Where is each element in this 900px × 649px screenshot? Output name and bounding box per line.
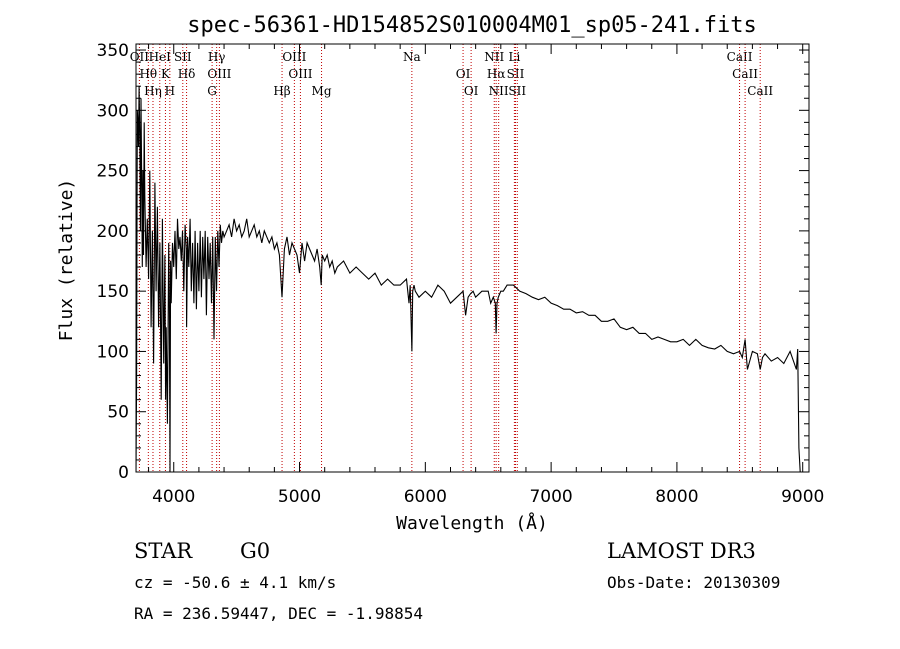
y-tick-label: 350 (97, 41, 129, 61)
x-axis: 4000 5000 6000 7000 8000 9000 (148, 44, 824, 507)
y-axis-label: Flux (relative) (56, 179, 77, 342)
survey-name: LAMOST DR3 (607, 539, 756, 563)
y-axis: 0 50 100 150 200 250 300 350 (97, 41, 809, 483)
y-tick-label: 200 (97, 222, 129, 242)
x-tick-label: 4000 (152, 487, 195, 507)
marker-label: OIII (207, 67, 231, 81)
x-tick-label: 7000 (529, 487, 572, 507)
marker-label: NII (489, 84, 509, 98)
marker-label: Hα (487, 67, 506, 81)
spectrum-line (136, 86, 804, 472)
y-tick-label: 250 (97, 162, 129, 182)
marker-label: OIII (288, 67, 312, 81)
coordinates: RA = 236.59447, DEC = -1.98854 (134, 604, 423, 623)
y-tick-label: 0 (118, 463, 129, 483)
marker-label: K (161, 67, 171, 81)
marker-label: Na (403, 50, 421, 64)
object-class: STAR (134, 539, 193, 563)
marker-label: SII (507, 67, 525, 81)
x-tick-label: 9000 (781, 487, 824, 507)
marker-label: Li (508, 50, 520, 64)
obs-date: Obs-Date: 20130309 (607, 573, 780, 592)
marker-label: SII (174, 50, 192, 64)
spectrum-series (136, 86, 804, 472)
marker-label: Hβ (273, 84, 290, 98)
marker-label: NII (484, 50, 504, 64)
y-tick-label: 100 (97, 342, 129, 362)
marker-label: Hδ (178, 67, 196, 81)
x-tick-label: 6000 (404, 487, 447, 507)
marker-label: HeI (149, 50, 172, 64)
object-subclass: G0 (240, 539, 270, 563)
marker-label: Hγ (208, 50, 226, 64)
marker-label: CaII (732, 67, 758, 81)
marker-label: CaII (747, 84, 773, 98)
marker-label: OI (464, 84, 479, 98)
marker-label: OI (456, 67, 471, 81)
x-axis-label: Wavelength (Å) (396, 512, 548, 534)
redshift-value: cz = -50.6 ± 4.1 km/s (134, 573, 336, 592)
marker-label: H (165, 84, 175, 98)
spectral-line-markers: OIIHθHηHeIKHSIIHδGHγOIIIHβOIIIOIIIMgNaOI… (130, 44, 773, 472)
y-tick-label: 50 (107, 403, 129, 423)
plot-frame (135, 43, 810, 473)
y-tick-label: 150 (97, 282, 129, 302)
x-tick-label: 5000 (278, 487, 321, 507)
x-tick-label: 8000 (655, 487, 698, 507)
marker-label: SII (508, 84, 526, 98)
marker-label: Hη (144, 84, 162, 98)
marker-label: CaII (727, 50, 753, 64)
marker-label: G (207, 84, 217, 98)
chart-title: spec-56361-HD154852S010004M01_sp05-241.f… (187, 13, 757, 38)
marker-label: OIII (282, 50, 306, 64)
y-tick-label: 300 (97, 101, 129, 121)
marker-label: Hθ (139, 67, 157, 81)
marker-label: OII (130, 50, 150, 64)
marker-label: Mg (312, 84, 332, 98)
